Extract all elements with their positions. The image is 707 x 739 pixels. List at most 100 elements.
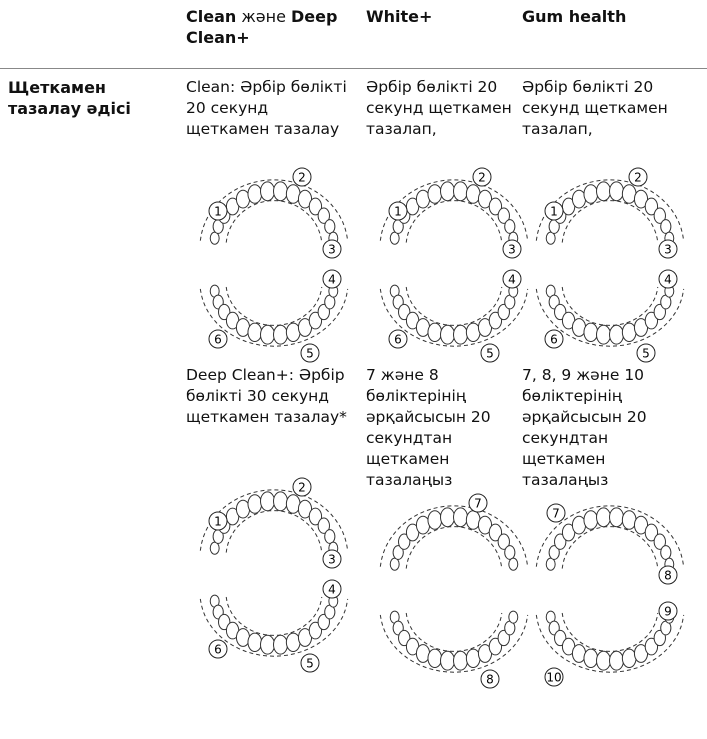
zone-outline — [379, 505, 529, 567]
tooth — [633, 189, 649, 209]
zone-badge — [544, 667, 564, 687]
zone-number: 5 — [306, 657, 314, 671]
zone-number: 3 — [328, 553, 336, 567]
zone-outline — [225, 510, 323, 553]
tooth — [260, 491, 275, 512]
zone-badge — [480, 343, 500, 363]
zone-outline — [225, 596, 323, 636]
zone-badge — [322, 269, 342, 289]
zone-number: 7 — [552, 507, 560, 521]
zone-outline — [535, 179, 685, 241]
zone-outline — [199, 288, 349, 347]
zone-outline — [561, 286, 659, 326]
zone-outline — [225, 200, 323, 243]
cell: Әрбір бөлікті 20 секунд щеткамен тазалап… — [366, 77, 531, 691]
tooth — [285, 494, 301, 514]
tooth — [596, 507, 611, 528]
zone-outline — [405, 200, 503, 243]
header-part: Deep Clean+ — [186, 7, 338, 47]
zone-badge — [322, 549, 342, 569]
tooth — [273, 491, 288, 512]
tooth — [308, 311, 323, 330]
tooth — [477, 515, 493, 535]
tooth — [285, 632, 301, 653]
zone-badge — [636, 343, 656, 363]
zone-outline — [225, 286, 323, 326]
tooth — [308, 621, 323, 640]
zone-badge — [544, 201, 564, 221]
zone-badge — [300, 653, 320, 673]
tooth — [497, 207, 510, 224]
zone-outline — [199, 179, 349, 241]
tooth — [285, 184, 301, 204]
tooth — [273, 634, 288, 655]
zone-badge — [468, 493, 488, 513]
instruction: Әрбір бөлікті 20 секунд щеткамен тазалап… — [522, 78, 668, 138]
tooth — [389, 231, 400, 245]
tooth — [497, 303, 510, 321]
zone-outline — [535, 614, 685, 673]
zone-badge — [658, 565, 678, 585]
tooth — [389, 557, 400, 571]
zone-outline — [405, 612, 503, 652]
zone-outline — [405, 526, 503, 569]
tooth — [653, 629, 666, 647]
tooth — [596, 181, 611, 202]
tooth — [285, 322, 301, 343]
zone-number: 1 — [394, 205, 402, 219]
tooth — [465, 510, 481, 530]
tooth — [273, 324, 288, 345]
cell: Clean: Әрбір бөлікті 20 секунд щеткамен … — [186, 77, 351, 675]
tooth — [609, 324, 624, 345]
instruction: 7 жəне 8 бөліктерінің əрқайсысын 20 секу… — [366, 366, 491, 489]
tooth — [497, 629, 510, 647]
tooth — [273, 181, 288, 202]
zone-number: 9 — [664, 605, 672, 619]
tooth — [644, 637, 659, 656]
zone-outline — [405, 286, 503, 326]
tooth — [260, 324, 275, 345]
zone-number: 5 — [306, 347, 314, 361]
tooth — [398, 533, 411, 550]
tooth — [247, 494, 263, 514]
tooth — [644, 523, 659, 542]
zone-outline — [199, 598, 349, 657]
zone-badge — [208, 511, 228, 531]
tooth — [504, 219, 516, 234]
tooth — [427, 510, 443, 530]
header-rule — [0, 68, 707, 69]
tooth — [465, 184, 481, 204]
zone-number: 4 — [508, 273, 516, 287]
column-header: White+ — [366, 7, 433, 26]
zone-number: 6 — [214, 333, 222, 347]
tooth — [317, 303, 330, 321]
teeth-diagram: 9 10 — [535, 601, 685, 687]
zone-number: 6 — [214, 643, 222, 657]
tooth — [653, 207, 666, 224]
teeth-diagram: 78 — [535, 503, 685, 585]
row-label: Щеткамен тазалау əдісі — [8, 78, 131, 118]
cell: Әрбір бөлікті 20 секунд щеткамен тазалап… — [522, 77, 687, 691]
tooth — [247, 184, 263, 204]
tooth — [440, 181, 455, 202]
tooth — [308, 197, 323, 216]
zone-outline — [379, 179, 529, 241]
instruction: 7, 8, 9 жəне 10 бөліктерінің əрқайсысын … — [522, 366, 647, 489]
zone-number: 2 — [298, 481, 306, 495]
tooth — [308, 507, 323, 526]
tooth — [583, 648, 599, 669]
tooth — [488, 197, 503, 216]
zone-badge — [388, 201, 408, 221]
zone-number: 5 — [486, 347, 494, 361]
tooth — [609, 650, 624, 671]
zone-outline — [561, 526, 659, 569]
tooth — [545, 557, 556, 571]
tooth — [545, 231, 556, 245]
zone-number: 7 — [474, 497, 482, 511]
zone-badge — [322, 579, 342, 599]
tooth — [504, 545, 516, 560]
tooth — [260, 634, 275, 655]
zone-badge — [628, 167, 648, 187]
tooth — [488, 523, 503, 542]
header-part: жəне — [236, 7, 291, 26]
